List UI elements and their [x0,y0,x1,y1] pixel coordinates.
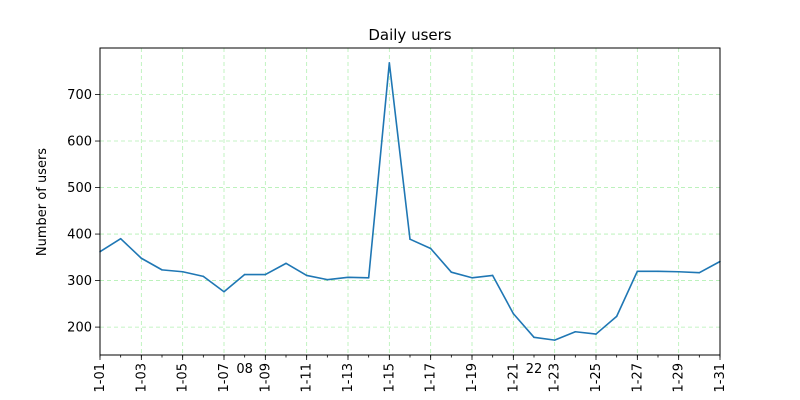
data-point [678,271,680,273]
y-tick-label: 300 [67,274,92,289]
x-tick-label: 1-03 [134,363,149,393]
x-offset-label: 08 [236,362,253,377]
data-point [699,272,701,274]
data-point [182,271,184,273]
data-point [637,270,639,272]
data-point [554,339,556,341]
data-point [368,277,370,279]
data-point [533,337,535,339]
y-tick-label: 700 [67,88,92,103]
y-axis: 200 300 400 500 600 700 [67,88,100,336]
x-offset-label: 22 [526,362,543,377]
data-point [430,248,432,250]
data-point [265,274,267,276]
x-tick-label: 1-29 [672,363,687,393]
data-point [203,276,205,278]
data-point [389,62,391,64]
data-point [223,291,225,293]
data-point [471,277,473,279]
x-tick-label: 1-05 [176,363,191,393]
plot-area [100,48,720,355]
data-point [657,270,659,272]
y-axis-label: Number of users [35,148,50,256]
y-tick-label: 400 [67,228,92,243]
x-tick-label: 1-25 [589,363,604,393]
x-tick-label: 1-01 [93,363,108,393]
x-tick-label: 1-07 [217,363,232,393]
data-point [616,316,618,318]
y-tick-label: 600 [67,135,92,150]
data-point [120,238,122,240]
data-point [451,271,453,273]
x-axis: 1-01 1-03 1-05 1-07 1-09 1-11 1-13 1-15 1-17 1-19… [93,355,728,393]
x-tick-label: 1-31 [713,363,728,393]
x-tick-label: 1-23 [548,363,563,393]
x-tick-label: 1-11 [300,363,315,393]
data-point [244,274,246,276]
data-point [513,313,515,315]
data-point [575,331,577,333]
data-point [161,269,163,271]
y-tick-label: 500 [67,181,92,196]
data-point [595,333,597,335]
y-tick-label: 200 [67,321,92,336]
data-point [327,279,329,281]
data-point [492,275,494,277]
data-point [285,263,287,265]
chart-title: Daily users [368,26,451,44]
x-tick-label: 1-27 [630,363,645,393]
x-tick-label: 1-13 [341,363,356,393]
data-point [141,257,143,259]
x-tick-label: 1-15 [382,363,397,393]
x-tick-label: 1-21 [506,363,521,393]
x-tick-label: 1-09 [258,363,273,393]
x-tick-label: 1-17 [424,363,439,393]
data-point [306,275,308,277]
data-point [409,238,411,240]
x-tick-label: 1-19 [465,363,480,393]
data-point [347,277,349,279]
